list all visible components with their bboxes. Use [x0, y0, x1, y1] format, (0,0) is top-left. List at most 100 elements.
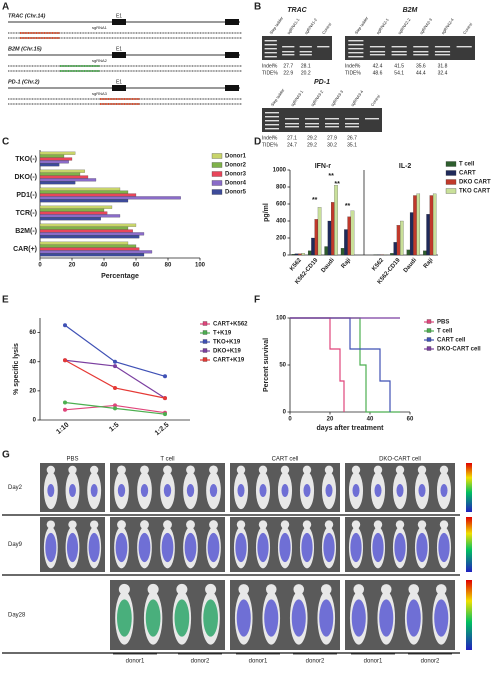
gel-band: [434, 46, 451, 48]
bar: [39, 199, 129, 203]
group-header: DKO-CART cell: [379, 457, 421, 463]
bar: [301, 253, 305, 256]
locus-name: PD-1 (Chr.2): [8, 79, 40, 85]
gel-band: [265, 120, 279, 122]
gel-value: 54.1: [394, 70, 404, 76]
guide-label: sgRNA1: [92, 25, 108, 30]
mouse-head: [209, 520, 218, 530]
mouse-head: [293, 584, 305, 595]
gel-band: [264, 44, 277, 46]
lane-label: sgRNA3-1: [290, 89, 305, 108]
gel-title: TRAC: [287, 7, 307, 14]
signal: [161, 532, 174, 563]
mouse-head: [90, 465, 99, 475]
x-tick-label: Daudi: [403, 257, 419, 274]
mouse-head: [186, 465, 195, 475]
y-tick-label: 600: [276, 202, 287, 208]
gel-band: [369, 54, 386, 56]
x-tick-label: 20: [327, 417, 334, 423]
legend-swatch: [426, 319, 432, 324]
gel-band: [348, 56, 364, 58]
legend-label: DKO CART: [459, 180, 491, 186]
signal: [47, 483, 55, 498]
day-label: Day2: [8, 485, 23, 491]
x-tick-label: 1:10: [55, 422, 70, 436]
group-header: CART cell: [272, 457, 299, 463]
signal: [184, 532, 197, 563]
marker: [63, 323, 67, 328]
mouse-head: [68, 520, 77, 529]
gel-band: [456, 46, 472, 48]
bar: [350, 210, 355, 256]
bar: [39, 181, 76, 185]
signal: [350, 532, 362, 563]
gel-value: 20.2: [301, 70, 311, 76]
x-tick-label: 80: [165, 263, 172, 269]
bar: [39, 208, 105, 212]
bar: [39, 151, 76, 155]
gel-band: [413, 54, 429, 56]
mouse-head: [258, 465, 268, 475]
gel-band: [345, 126, 359, 128]
mouse-head: [236, 465, 246, 475]
panel-letter: A: [2, 2, 9, 13]
mouse-head: [117, 520, 126, 530]
panel-letter: E: [2, 295, 9, 306]
signal: [257, 532, 269, 563]
y-tick-label: 0: [283, 410, 287, 416]
legend-label: CART: [459, 171, 476, 177]
signal: [236, 599, 251, 637]
bar: [39, 190, 129, 194]
signal: [406, 599, 421, 637]
gel: [262, 108, 382, 132]
gel-band: [282, 54, 295, 56]
gel-band: [282, 46, 295, 48]
bar: [39, 169, 85, 173]
mouse-head: [68, 465, 77, 475]
gel: [345, 36, 475, 60]
gel-value: 27.7: [283, 63, 293, 69]
donor-label: donor1: [364, 659, 383, 665]
signal: [438, 532, 450, 563]
mouse-head: [353, 584, 365, 595]
bar: [39, 211, 108, 215]
mouse-head: [373, 520, 383, 529]
gel-band: [391, 46, 407, 48]
signal: [374, 483, 382, 498]
mouse-head: [302, 465, 312, 475]
legend-swatch: [445, 179, 457, 185]
signal: [140, 483, 149, 498]
lane-label: Control: [462, 22, 474, 36]
marker: [63, 358, 67, 363]
signal: [203, 599, 218, 637]
legend-label: T+K19: [213, 331, 232, 337]
signal: [235, 532, 247, 563]
bar: [39, 175, 89, 179]
mouse-head: [140, 465, 149, 475]
mouse-head: [435, 584, 447, 595]
x-tick-label: K562: [289, 257, 303, 272]
gel-value: 22.9: [283, 70, 293, 76]
legend-swatch: [426, 346, 432, 351]
significance: **: [328, 173, 334, 180]
gel-value: 41.5: [394, 63, 404, 69]
bar: [423, 250, 427, 256]
legend-swatch: [426, 337, 432, 342]
gel-value: 29.2: [307, 135, 317, 141]
signal: [207, 532, 220, 563]
gel-band: [264, 48, 277, 50]
marker: [163, 396, 167, 401]
marker: [113, 406, 117, 411]
legend-label: Donor2: [225, 163, 247, 169]
bar: [409, 212, 414, 256]
signal: [209, 483, 218, 498]
exon-label: E1: [116, 79, 122, 85]
mouse-head: [46, 520, 55, 529]
mouse-head: [324, 465, 334, 475]
lane-label: sgRNA2-4: [440, 17, 455, 36]
gel-band: [325, 118, 339, 120]
marker: [163, 412, 167, 417]
bar: [39, 244, 137, 248]
marker: [163, 374, 167, 379]
mouse-head: [265, 584, 277, 595]
